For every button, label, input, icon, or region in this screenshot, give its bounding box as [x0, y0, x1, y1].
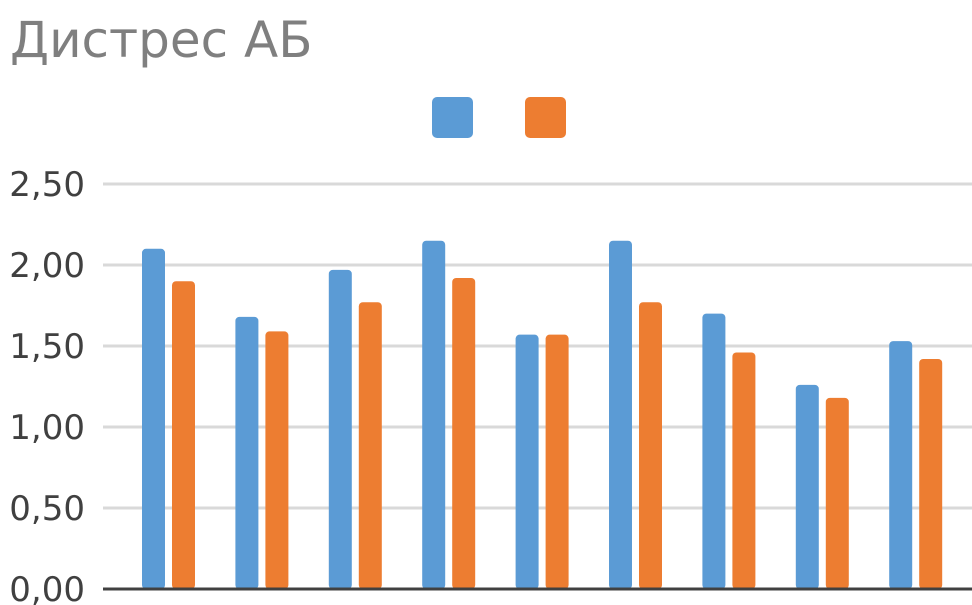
legend-swatch-series-2 [525, 97, 566, 138]
bar-series-1-group-4 [422, 240, 446, 589]
bar-series-2-group-2 [265, 331, 289, 589]
bar-series-2-group-3 [358, 302, 382, 589]
bars [142, 240, 943, 590]
y-tick-label: 0,50 [9, 489, 85, 529]
bar-series-1-group-5 [515, 334, 539, 589]
bar-series-1-group-2 [235, 316, 259, 589]
legend-swatch-series-1 [432, 97, 473, 138]
bar-series-1-group-3 [328, 269, 352, 589]
bar-series-1-group-9 [889, 341, 913, 589]
bar-series-1-group-7 [702, 313, 726, 589]
bar-series-1-group-6 [609, 240, 632, 589]
bar-series-2-group-6 [639, 302, 662, 589]
y-tick-label: 1,50 [9, 327, 85, 367]
bar-series-1-group-8 [795, 384, 819, 589]
chart-title: Дистрес АБ [10, 11, 313, 69]
y-tick-label: 2,50 [9, 165, 85, 205]
bar-series-1-group-1 [142, 248, 165, 590]
legend [432, 97, 566, 138]
bar-series-2-group-7 [732, 352, 756, 589]
bar-series-2-group-1 [172, 281, 195, 589]
bar-series-2-group-4 [452, 277, 476, 589]
y-tick-label: 0,00 [9, 570, 85, 605]
y-axis-tick-labels: 0,00 0,50 1,00 1,50 2,00 2,50 [9, 165, 85, 605]
bar-series-2-group-5 [545, 334, 569, 589]
y-tick-label: 1,00 [9, 408, 85, 448]
bar-series-2-group-8 [825, 397, 849, 589]
y-tick-label: 2,00 [9, 246, 85, 286]
bar-series-2-group-9 [919, 358, 943, 589]
